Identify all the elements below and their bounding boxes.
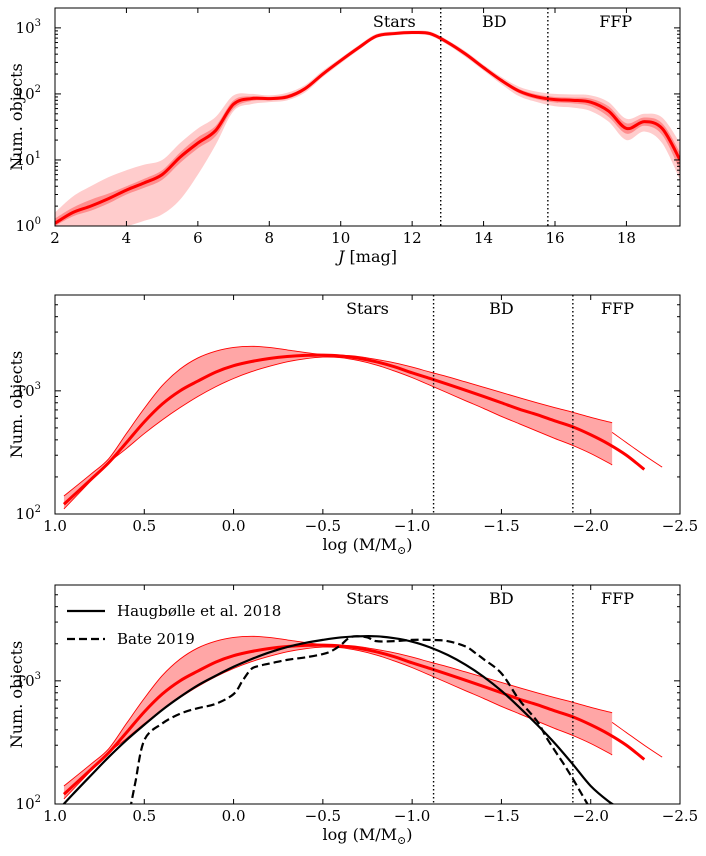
- series-median: [62, 353, 646, 506]
- x-tick-label: −1.5: [483, 807, 519, 825]
- series-bate-2019: [129, 635, 589, 804]
- axes-frame: [54, 294, 681, 515]
- y-tick-label: 102: [16, 504, 41, 523]
- region-label-stars: Stars: [346, 299, 389, 318]
- series-median: [55, 30, 680, 225]
- x-axis-label: log (M/M⊙): [323, 825, 413, 847]
- x-tick-label: 0.0: [222, 807, 246, 825]
- y-axis-label: Num. objects: [7, 351, 26, 459]
- x-tick-label: 16: [545, 229, 564, 247]
- x-tick-label: −0.5: [305, 517, 341, 535]
- y-tick-label: 103: [16, 18, 41, 37]
- x-tick-label: 1.0: [43, 517, 67, 535]
- y-axis-label: Num. objects: [7, 63, 26, 171]
- y-tick-label: 100: [16, 216, 41, 235]
- axes-frame: [54, 584, 681, 805]
- region-label-stars: Stars: [373, 12, 416, 31]
- x-tick-label: −1.0: [394, 517, 430, 535]
- x-axis-label: J [mag]: [335, 247, 397, 266]
- x-tick-label: 14: [474, 229, 493, 247]
- band-range: [63, 636, 613, 799]
- band-range: [63, 346, 613, 509]
- x-tick-label: 8: [265, 229, 275, 247]
- series-haugb-lle-et-al-2018: [62, 634, 615, 804]
- region-label-bd: BD: [482, 12, 507, 31]
- band-outer: [55, 30, 680, 226]
- plot-area: [55, 30, 680, 226]
- series-band-extension: [611, 722, 663, 758]
- x-tick-label: 4: [122, 229, 132, 247]
- panel-3: 1.0 0.5 0.0 −0.5 −1.0 −1.5 −2.0 −2.5102103Stars…: [7, 584, 698, 847]
- region-label-bd: BD: [489, 299, 514, 318]
- series-median: [62, 643, 646, 796]
- y-axis-label: Num. objects: [7, 641, 26, 749]
- x-tick-label: 0.5: [132, 517, 156, 535]
- region-label-bd: BD: [489, 589, 514, 608]
- legend-label-2: Bate 2019: [117, 630, 195, 648]
- region-label-ffp: FFP: [601, 299, 634, 318]
- x-tick-label: 6: [193, 229, 203, 247]
- legend-label-1: Haugbølle et al. 2018: [117, 602, 281, 620]
- region-label-ffp: FFP: [599, 12, 632, 31]
- x-tick-label: 18: [617, 229, 636, 247]
- x-tick-label: 1.0: [43, 807, 67, 825]
- x-tick-label: 12: [403, 229, 422, 247]
- plot-area: [62, 634, 663, 804]
- axes-frame: [54, 7, 681, 227]
- x-tick-label: −2.5: [662, 517, 698, 535]
- series-band-extension: [611, 432, 663, 468]
- x-tick-label: 10: [331, 229, 350, 247]
- x-tick-label: −1.5: [483, 517, 519, 535]
- x-tick-label: −2.0: [572, 517, 608, 535]
- x-axis-label: log (M/M⊙): [323, 535, 413, 557]
- x-tick-label: 2: [50, 229, 60, 247]
- region-label-stars: Stars: [346, 589, 389, 608]
- x-tick-label: −0.5: [305, 807, 341, 825]
- x-tick-label: −2.0: [572, 807, 608, 825]
- x-tick-label: −1.0: [394, 807, 430, 825]
- panel-2: 1.0 0.5 0.0 −0.5 −1.0 −1.5 −2.0 −2.5102103Stars…: [7, 294, 698, 557]
- x-tick-label: 0.0: [222, 517, 246, 535]
- x-tick-label: −2.5: [662, 807, 698, 825]
- region-label-ffp: FFP: [601, 589, 634, 608]
- band-edge-lower: [63, 356, 613, 510]
- y-tick-label: 102: [16, 794, 41, 813]
- x-tick-label: 0.5: [132, 807, 156, 825]
- plot-area: [62, 345, 663, 510]
